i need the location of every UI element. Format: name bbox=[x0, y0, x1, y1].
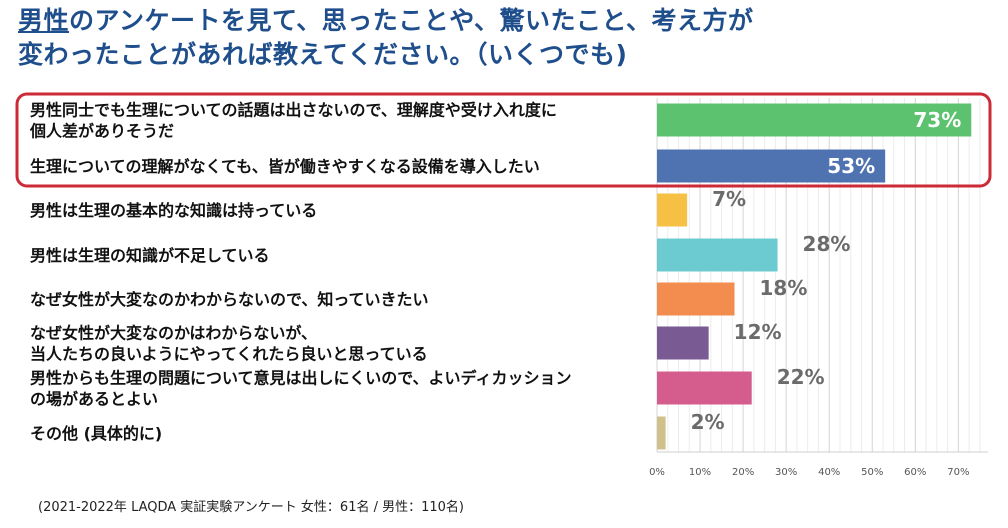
category-label-line: 男性は生理の基本的な知識は持っている bbox=[30, 201, 317, 220]
category-label-line: なぜ女性が大変なのかはわからないが、 bbox=[30, 324, 317, 343]
category-label-line: なぜ女性が大変なのかわからないので、知っていきたい bbox=[30, 290, 429, 309]
category-label: 男性は生理の知識が不足している bbox=[30, 246, 270, 265]
x-tick-label: 50% bbox=[861, 467, 883, 478]
bar bbox=[657, 282, 735, 316]
data-label: 73% bbox=[913, 108, 961, 132]
x-tick-label: 70% bbox=[947, 467, 969, 478]
x-tick-label: 60% bbox=[904, 467, 926, 478]
title-line-2: 変わったことがあれば教えてください。（いくつでも) bbox=[18, 40, 628, 69]
bar bbox=[657, 326, 709, 360]
highlight-box bbox=[15, 92, 992, 188]
data-label: 28% bbox=[803, 232, 851, 256]
footnote: (2021-2022年 LAQDA 実証実験アンケート 女性：61名 / 男性：… bbox=[38, 500, 464, 515]
category-label-line: 男性同士でも生理についての話題は出さないので、理解度や受け入れ度に bbox=[30, 101, 557, 120]
data-label: 12% bbox=[734, 320, 782, 344]
category-label-line: その他 (具体的に) bbox=[30, 424, 162, 443]
category-label: その他 (具体的に) bbox=[30, 424, 162, 443]
x-tick-label: 30% bbox=[775, 467, 797, 478]
category-label-line: 生理についての理解がなくても、皆が働きやすくなる設備を導入したい bbox=[30, 157, 540, 176]
x-tick-label: 10% bbox=[689, 467, 711, 478]
data-label: 18% bbox=[759, 276, 807, 300]
bar bbox=[657, 238, 778, 272]
title-line-1: 男性のアンケートを見て、思ったことや、驚いたこと、考え方が bbox=[18, 4, 998, 38]
data-label: 22% bbox=[777, 365, 825, 389]
data-label: 2% bbox=[691, 410, 725, 434]
category-label-line: 男性は生理の知識が不足している bbox=[30, 246, 270, 265]
category-label: 男性同士でも生理についての話題は出さないので、理解度や受け入れ度に個人差がありそ… bbox=[29, 101, 557, 141]
bar bbox=[657, 149, 886, 183]
data-label: 53% bbox=[827, 154, 875, 178]
chart-title: 男性のアンケートを見て、思ったことや、驚いたこと、考え方が 変わったことがあれば… bbox=[18, 4, 998, 72]
x-tick-label: 0% bbox=[649, 467, 665, 478]
title-line-1-rest: のアンケートを見て、思ったことや、驚いたこと、考え方が bbox=[69, 6, 754, 35]
category-label: 男性は生理の基本的な知識は持っている bbox=[30, 201, 317, 220]
category-label: なぜ女性が大変なのかはわからないが、当人たちの良いようにやってくれたら良いと思っ… bbox=[30, 324, 428, 364]
x-tick-label: 20% bbox=[732, 467, 754, 478]
category-label: 男性からも生理の問題について意見は出しにくいので、よいディカッションの場があると… bbox=[30, 369, 571, 409]
title-emphasis: 男性 bbox=[18, 6, 70, 35]
category-label-line: 個人差がありそうだ bbox=[29, 122, 174, 141]
category-label: 生理についての理解がなくても、皆が働きやすくなる設備を導入したい bbox=[30, 157, 540, 176]
category-label-line: 当人たちの良いようにやってくれたら良いと思っている bbox=[30, 345, 428, 364]
category-label-line: 男性からも生理の問題について意見は出しにくいので、よいディカッション bbox=[30, 369, 571, 388]
data-label: 7% bbox=[712, 187, 746, 211]
bar bbox=[657, 371, 752, 405]
x-tick-label: 40% bbox=[818, 467, 840, 478]
bar bbox=[657, 103, 972, 137]
category-label-line: の場があるとよい bbox=[30, 390, 158, 409]
bar bbox=[657, 416, 666, 450]
category-label: なぜ女性が大変なのかわからないので、知っていきたい bbox=[30, 290, 429, 309]
bar bbox=[657, 193, 688, 227]
